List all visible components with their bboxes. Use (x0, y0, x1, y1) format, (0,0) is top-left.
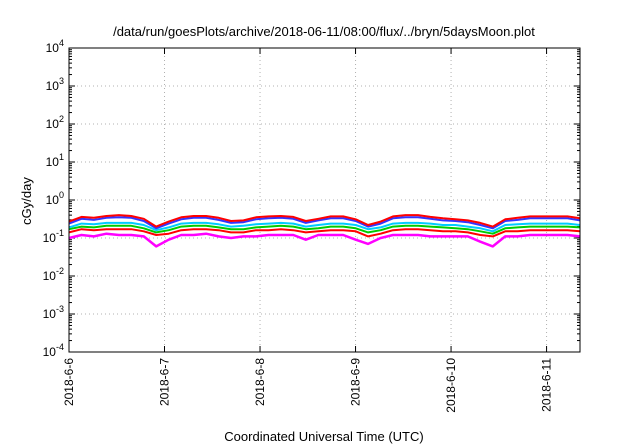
x-tick-label: 2018-6-6 (62, 358, 76, 406)
y-tick-label: 104 (46, 38, 64, 55)
series-line-0 (68, 232, 581, 248)
grid (68, 47, 580, 353)
x-tick-label: 2018-6-8 (253, 358, 267, 406)
y-tick-label: 10-1 (43, 228, 64, 245)
series-line-1 (68, 228, 581, 238)
y-tick-label: 10-3 (43, 304, 64, 321)
x-tick-label: 2018-6-11 (540, 358, 554, 412)
series-line-4 (68, 216, 581, 230)
series-line-2 (68, 224, 581, 235)
x-tick-label: 2018-6-10 (444, 358, 458, 413)
x-tick-label: 2018-6-7 (158, 358, 172, 406)
x-axis-label: Coordinated Universal Time (UTC) (224, 429, 423, 444)
y-tick-label: 10-2 (43, 266, 64, 283)
x-tick-label: 2018-6-9 (349, 358, 363, 406)
series-line-3 (68, 221, 581, 233)
series-layer (68, 214, 581, 248)
x-tick-labels: 2018-6-6 2018-6-7 2018-6-8 2018-6-9 2018-6-1… (62, 358, 554, 413)
y-tick-label: 10-4 (43, 342, 64, 359)
chart-title: /data/run/goesPlots/archive/2018-06-11/0… (113, 24, 535, 39)
y-tick-label: 100 (46, 190, 64, 207)
y-tick-label: 101 (46, 152, 64, 169)
y-tick-label: 103 (46, 76, 64, 93)
y-tick-label: 102 (46, 114, 64, 131)
plot-frame (68, 47, 581, 353)
series-line-5 (68, 214, 581, 228)
y-tick-labels: 104 103 102 101 100 10-1 10-2 10-3 10-4 (43, 38, 64, 359)
y-axis-label: cGy/day (19, 177, 34, 225)
